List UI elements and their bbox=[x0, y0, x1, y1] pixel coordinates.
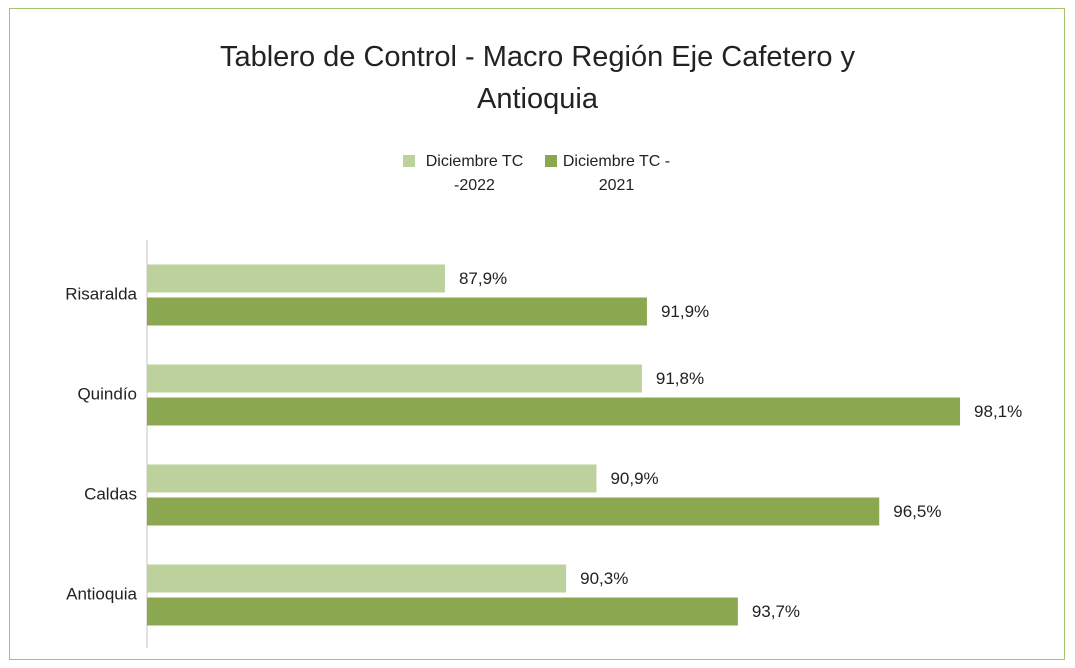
legend-label: Diciembre TC - 2021 bbox=[562, 153, 671, 194]
value-label: 93,7% bbox=[752, 602, 800, 621]
value-label: 87,9% bbox=[459, 269, 507, 288]
chart-frame bbox=[9, 8, 1065, 660]
y-tick-label: Quindío bbox=[77, 384, 137, 403]
legend-swatch bbox=[544, 155, 557, 167]
y-tick-label: Caldas bbox=[84, 484, 137, 503]
bar bbox=[147, 464, 597, 493]
legend-item: Diciembre TC - 2021 bbox=[544, 150, 673, 198]
y-tick-label: Risaralda bbox=[65, 284, 137, 303]
value-label: 91,8% bbox=[656, 369, 704, 388]
legend-item: Diciembre TC -2022 bbox=[402, 150, 531, 198]
value-label: 90,3% bbox=[580, 569, 628, 588]
value-label: 90,9% bbox=[610, 469, 658, 488]
value-label: 96,5% bbox=[893, 502, 941, 521]
bar bbox=[147, 497, 880, 526]
bar bbox=[147, 597, 738, 626]
bar bbox=[147, 297, 647, 326]
chart-title: Tablero de Control - Macro Región Eje Ca… bbox=[219, 41, 856, 115]
value-label: 91,9% bbox=[661, 302, 709, 321]
bar bbox=[147, 364, 642, 393]
y-tick-label: Antioquia bbox=[66, 584, 137, 603]
legend-swatch bbox=[402, 155, 415, 167]
legend-label: Diciembre TC -2022 bbox=[425, 153, 524, 194]
legend: Diciembre TC -2022 Diciembre TC - 2021 bbox=[0, 150, 1075, 198]
bar bbox=[147, 264, 445, 293]
bar bbox=[147, 397, 961, 426]
value-label: 98,1% bbox=[974, 402, 1022, 421]
bar bbox=[147, 564, 567, 593]
